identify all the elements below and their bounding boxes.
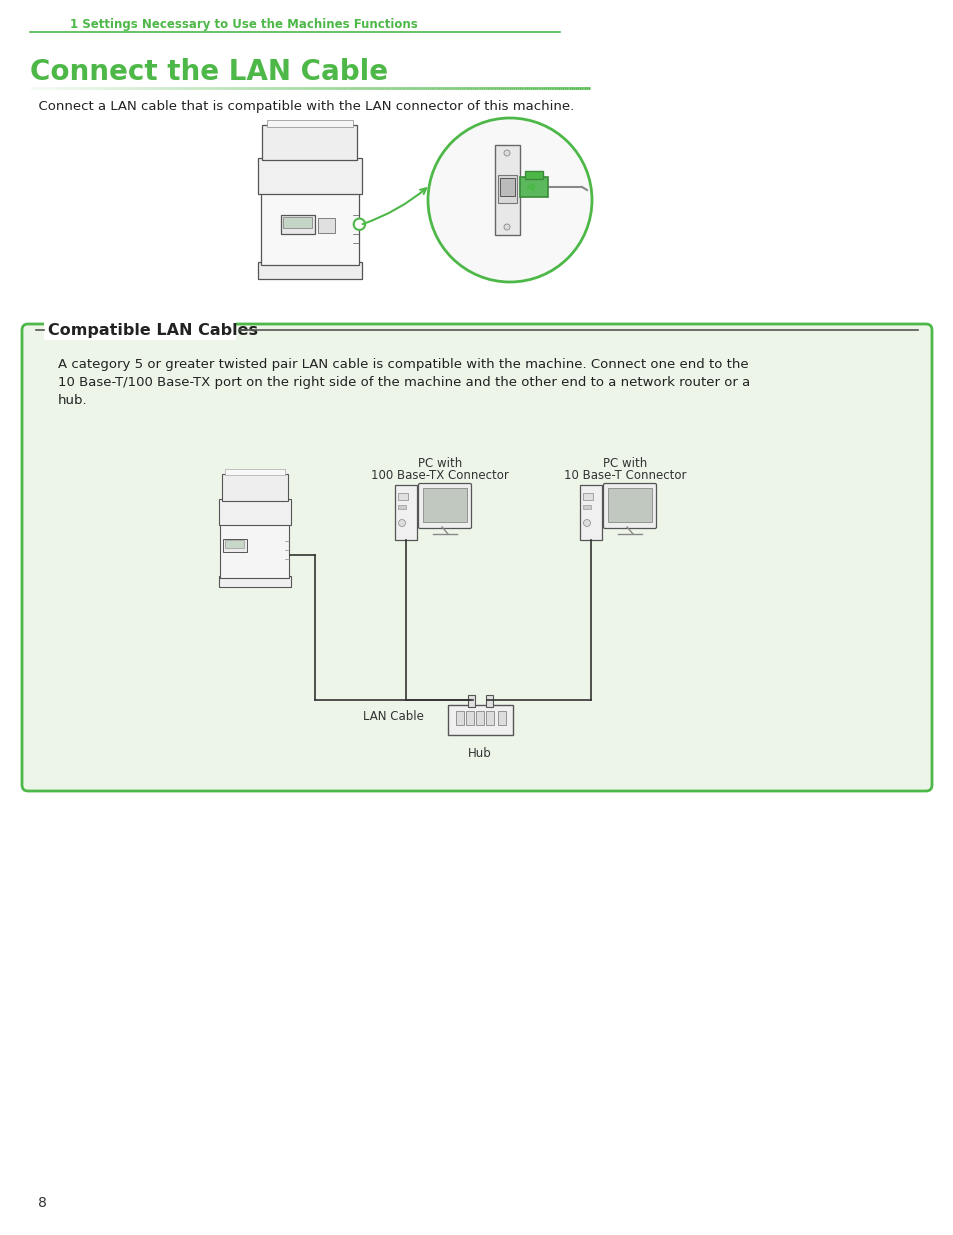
Text: Hub: Hub: [468, 747, 492, 760]
Text: 8: 8: [38, 1195, 47, 1210]
Bar: [281, 215, 314, 233]
Text: LAN Cable: LAN Cable: [362, 710, 423, 722]
Bar: [524, 170, 542, 179]
Text: Connect the LAN Cable: Connect the LAN Cable: [30, 58, 388, 86]
Bar: [219, 499, 291, 525]
Bar: [485, 711, 494, 725]
Bar: [499, 178, 515, 196]
Bar: [476, 711, 483, 725]
Bar: [582, 493, 593, 500]
Bar: [465, 711, 474, 725]
Bar: [519, 177, 547, 198]
Text: 1 Settings Necessary to Use the Machines Functions: 1 Settings Necessary to Use the Machines…: [70, 19, 417, 31]
Bar: [317, 217, 335, 233]
Circle shape: [503, 149, 510, 156]
Bar: [44, 320, 235, 340]
Bar: [220, 524, 289, 578]
Bar: [283, 216, 312, 228]
Bar: [456, 711, 463, 725]
FancyBboxPatch shape: [22, 324, 931, 790]
Text: PC with: PC with: [417, 457, 461, 471]
Bar: [485, 695, 493, 706]
Bar: [422, 488, 467, 522]
Bar: [395, 485, 416, 540]
Bar: [579, 485, 601, 540]
Circle shape: [503, 224, 510, 230]
Bar: [225, 540, 244, 548]
Bar: [219, 577, 291, 587]
Circle shape: [354, 219, 365, 230]
Text: PC with: PC with: [602, 457, 646, 471]
Bar: [448, 705, 513, 735]
Bar: [223, 538, 247, 552]
Bar: [222, 473, 288, 500]
Bar: [607, 488, 651, 522]
Bar: [397, 493, 408, 500]
Circle shape: [398, 520, 405, 526]
Bar: [497, 711, 505, 725]
Circle shape: [428, 119, 592, 282]
FancyBboxPatch shape: [418, 483, 471, 529]
Bar: [495, 144, 519, 235]
Bar: [257, 158, 362, 194]
Bar: [468, 695, 475, 706]
Bar: [260, 191, 359, 266]
Text: A category 5 or greater twisted pair LAN cable is compatible with the machine. C: A category 5 or greater twisted pair LAN…: [58, 358, 748, 370]
Bar: [225, 469, 285, 475]
Bar: [267, 120, 353, 127]
Text: hub.: hub.: [58, 394, 88, 408]
Bar: [262, 125, 357, 159]
Bar: [397, 505, 406, 509]
Text: 10 Base-T/100 Base-TX port on the right side of the machine and the other end to: 10 Base-T/100 Base-TX port on the right …: [58, 375, 749, 389]
FancyBboxPatch shape: [603, 483, 656, 529]
Circle shape: [583, 520, 590, 526]
Text: 10 Base-T Connector: 10 Base-T Connector: [563, 469, 685, 482]
Text: Compatible LAN Cables: Compatible LAN Cables: [48, 322, 257, 337]
Bar: [497, 175, 517, 203]
Bar: [257, 262, 362, 279]
Text: Connect a LAN cable that is compatible with the LAN connector of this machine.: Connect a LAN cable that is compatible w…: [30, 100, 574, 112]
Bar: [582, 505, 590, 509]
Text: 100 Base-TX Connector: 100 Base-TX Connector: [371, 469, 508, 482]
